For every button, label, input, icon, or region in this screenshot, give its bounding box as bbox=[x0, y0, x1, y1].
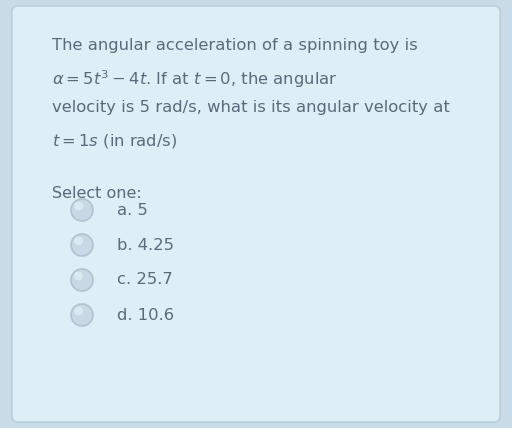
Circle shape bbox=[74, 306, 83, 315]
Circle shape bbox=[71, 199, 93, 221]
Text: b. 4.25: b. 4.25 bbox=[117, 238, 174, 253]
Circle shape bbox=[74, 202, 83, 211]
Text: c. 25.7: c. 25.7 bbox=[117, 273, 173, 288]
FancyBboxPatch shape bbox=[12, 6, 500, 422]
Circle shape bbox=[71, 269, 93, 291]
Circle shape bbox=[71, 234, 93, 256]
Circle shape bbox=[74, 237, 83, 246]
Text: $t = 1s$ (in rad/s): $t = 1s$ (in rad/s) bbox=[52, 132, 177, 150]
Text: $\alpha = 5t^3 - 4t$. If at $t = 0$, the angular: $\alpha = 5t^3 - 4t$. If at $t = 0$, the… bbox=[52, 68, 337, 90]
Text: Select one:: Select one: bbox=[52, 186, 142, 201]
Circle shape bbox=[74, 271, 83, 280]
Text: a. 5: a. 5 bbox=[117, 202, 148, 217]
Text: The angular acceleration of a spinning toy is: The angular acceleration of a spinning t… bbox=[52, 38, 418, 53]
Circle shape bbox=[71, 304, 93, 326]
Text: d. 10.6: d. 10.6 bbox=[117, 307, 174, 323]
Text: velocity is 5 rad/s, what is its angular velocity at: velocity is 5 rad/s, what is its angular… bbox=[52, 100, 450, 115]
